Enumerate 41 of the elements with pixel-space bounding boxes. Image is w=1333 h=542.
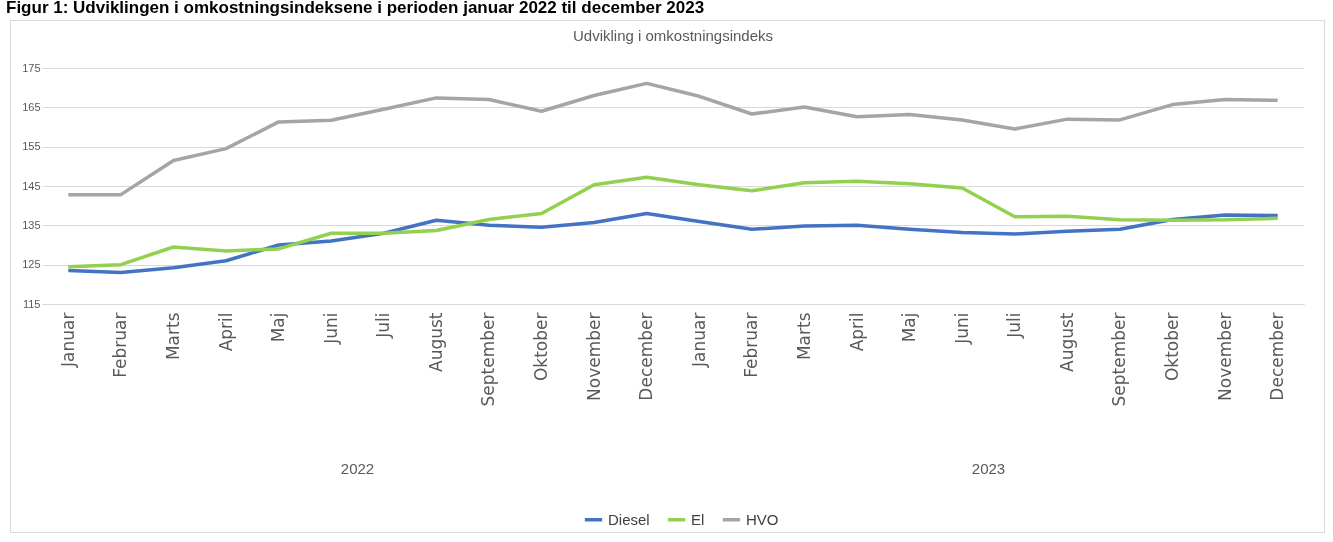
- legend-label: HVO: [746, 510, 779, 528]
- x-tick-label: Marts: [793, 312, 814, 361]
- x-tick-label: Juli: [373, 312, 394, 339]
- y-tick-label: 115: [22, 297, 41, 310]
- y-tick-label: 125: [22, 258, 41, 271]
- x-tick-label: Oktober: [531, 312, 552, 382]
- x-tick-label: Juni: [320, 312, 341, 345]
- x-tick-label: September: [1109, 312, 1130, 407]
- y-tick-label: 135: [22, 218, 41, 231]
- y-tick-label: 155: [22, 140, 41, 153]
- x-tick-label: August: [425, 312, 446, 372]
- y-tick-label: 145: [22, 179, 41, 192]
- x-tick-label: Januar: [57, 312, 78, 368]
- x-tick-label: Juni: [951, 312, 972, 345]
- x-tick-label: Oktober: [1162, 312, 1183, 382]
- legend-label: El: [691, 510, 705, 528]
- x-tick-label: Maj: [899, 312, 920, 343]
- x-tick-label: Februar: [110, 312, 131, 378]
- x-tick-label: Maj: [268, 312, 289, 343]
- text: 2023: [971, 460, 1006, 477]
- x-tick-label: December: [636, 312, 657, 401]
- x-tick-label: November: [1214, 312, 1235, 401]
- x-tick-label: April: [215, 312, 236, 352]
- x-tick-label: Marts: [162, 312, 183, 361]
- line-series: [66, 175, 1280, 269]
- x-tick-label: Juli: [1004, 312, 1025, 339]
- y-tick-label: 175: [22, 61, 41, 74]
- x-tick-label: November: [583, 312, 604, 401]
- x-tick-label: Februar: [741, 312, 762, 378]
- x-tick-label: December: [1267, 312, 1288, 401]
- y-tick-label: 165: [22, 100, 41, 113]
- x-tick-label: August: [1056, 312, 1077, 372]
- x-tick-label: Januar: [688, 312, 709, 368]
- line-series: [66, 81, 1280, 197]
- chart-title: Figur 1: Udviklingen i omkostningsindeksene i perioden januar 2022 til december 2023: [5, 0, 706, 18]
- x-tick-label: April: [846, 312, 867, 352]
- legend-label: Diesel: [608, 510, 650, 528]
- line-series: [66, 211, 1280, 275]
- x-tick-label: September: [478, 312, 499, 407]
- text: 2022: [340, 460, 375, 477]
- chart-subtitle: Udvikling i omkostningsindeks: [572, 27, 774, 44]
